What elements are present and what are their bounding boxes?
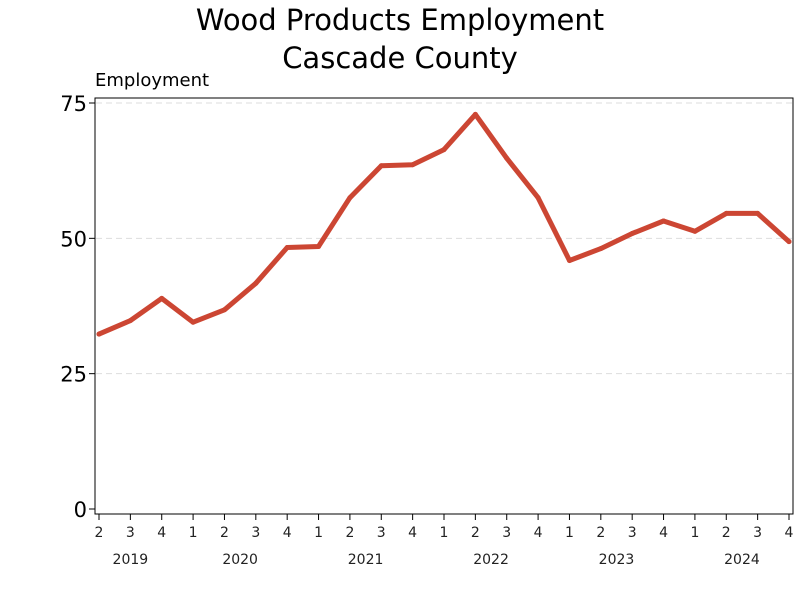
data-point (127, 318, 133, 324)
data-point (566, 258, 572, 264)
data-point (472, 111, 478, 117)
data-point (410, 162, 416, 168)
data-point (441, 147, 447, 153)
data-point (284, 245, 290, 251)
x-tick-label: 2 (95, 525, 104, 541)
x-tick-label: 1 (314, 525, 323, 541)
x-tick-label: 3 (753, 525, 762, 541)
chart-title-line-2: Cascade County (282, 41, 518, 75)
data-point (755, 210, 761, 216)
x-tick-label: 4 (283, 525, 292, 541)
data-point (190, 319, 196, 325)
data-point (347, 195, 353, 201)
x-year-label: 2024 (724, 552, 760, 568)
data-point (253, 280, 259, 286)
x-tick-label: 3 (377, 525, 386, 541)
data-point (598, 246, 604, 252)
x-tick-label: 1 (189, 525, 198, 541)
x-axis-year-labels: 2019 2020 2021 2022 2023 2024 (113, 552, 760, 568)
x-tick-label: 2 (345, 525, 354, 541)
x-tick-label: 4 (408, 525, 417, 541)
x-tick-label: 1 (440, 525, 449, 541)
y-tick-label: 50 (60, 227, 87, 251)
y-tick-label: 25 (60, 363, 87, 387)
x-tick-label: 2 (722, 525, 731, 541)
x-tick-label: 3 (251, 525, 260, 541)
data-point (786, 239, 792, 245)
data-point (629, 230, 635, 236)
data-point (535, 195, 541, 201)
x-tick-label: 4 (534, 525, 543, 541)
x-tick-label: 2 (596, 525, 605, 541)
y-tick-label: 0 (74, 498, 87, 522)
x-year-label: 2022 (473, 552, 509, 568)
data-point (316, 243, 322, 249)
x-year-label: 2023 (599, 552, 635, 568)
data-point (661, 218, 667, 224)
x-tick-label: 2 (471, 525, 480, 541)
data-point (378, 163, 384, 169)
chart-title-line-1: Wood Products Employment (196, 3, 604, 37)
x-tick-label: 4 (659, 525, 668, 541)
x-year-label: 2019 (113, 552, 149, 568)
x-tick-label: 4 (157, 525, 166, 541)
x-tick-label: 1 (690, 525, 699, 541)
data-point (504, 155, 510, 161)
x-year-label: 2020 (222, 552, 258, 568)
y-axis-ticks: 0 25 50 75 (60, 92, 95, 522)
y-tick-label: 75 (60, 92, 87, 116)
data-point (96, 331, 102, 337)
data-point (723, 210, 729, 216)
x-tick-label: 1 (565, 525, 574, 541)
data-point (221, 307, 227, 313)
x-year-label: 2021 (348, 552, 384, 568)
x-tick-label: 4 (785, 525, 794, 541)
x-tick-label: 3 (502, 525, 511, 541)
series-layer (96, 111, 792, 337)
x-tick-label: 2 (220, 525, 229, 541)
data-point (159, 295, 165, 301)
x-tick-label: 3 (126, 525, 135, 541)
y-axis-label: Employment (95, 70, 209, 91)
x-axis-ticks: 2 3 4 1 2 3 4 1 2 3 4 1 2 3 4 1 2 3 4 1 2 3 4 (95, 514, 794, 541)
x-tick-label: 3 (628, 525, 637, 541)
plot-frame (94, 97, 794, 515)
grid-lines (96, 102, 792, 375)
data-point (692, 228, 698, 234)
